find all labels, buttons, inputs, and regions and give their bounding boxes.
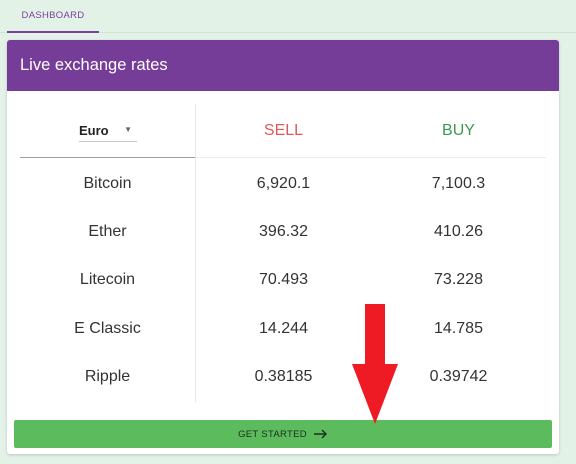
tab-dashboard[interactable]: DASHBOARD — [7, 0, 99, 33]
coin-name: Bitcoin — [83, 175, 132, 192]
buy-price: 410.26 — [434, 223, 483, 240]
coin-name: Ripple — [84, 368, 131, 385]
sell-price: 70.493 — [259, 271, 308, 288]
arrow-right-icon — [313, 429, 328, 439]
sell-price: 0.38185 — [254, 368, 313, 385]
get-started-button[interactable]: GET STARTED — [14, 420, 552, 448]
select-underline — [20, 157, 195, 158]
currency-select[interactable]: Euro ▼ — [79, 120, 137, 142]
column-header-buy: BUY — [442, 122, 475, 139]
column-divider — [195, 104, 196, 402]
top-nav-bar: DASHBOARD — [0, 0, 576, 33]
header-divider — [196, 157, 546, 158]
chevron-down-icon: ▼ — [124, 125, 132, 134]
column-header-sell: SELL — [263, 122, 304, 139]
coin-name: Ether — [88, 223, 127, 240]
red-down-arrow-icon — [352, 304, 398, 424]
get-started-label: GET STARTED — [238, 428, 307, 440]
rate-row: E Classic 14.244 14.785 — [7, 317, 559, 341]
rate-row: Ripple 0.38185 0.39742 — [7, 365, 559, 389]
coin-name: E Classic — [74, 320, 141, 337]
card-header: Live exchange rates — [7, 40, 559, 91]
exchange-rates-card: Live exchange rates Euro ▼ SELL BUY Bitc… — [7, 40, 559, 454]
sell-price: 6,920.1 — [256, 175, 311, 192]
sell-price: 14.244 — [259, 320, 308, 337]
rate-row: Litecoin 70.493 73.228 — [7, 268, 559, 292]
coin-name: Litecoin — [79, 271, 136, 288]
card-title: Live exchange rates — [20, 56, 168, 74]
buy-price: 73.228 — [434, 271, 483, 288]
buy-price: 14.785 — [434, 320, 483, 337]
sell-price: 396.32 — [259, 223, 308, 240]
buy-price: 7,100.3 — [431, 175, 486, 192]
rate-row: Ether 396.32 410.26 — [7, 220, 559, 244]
buy-price: 0.39742 — [429, 368, 488, 385]
rate-row: Bitcoin 6,920.1 7,100.3 — [7, 172, 559, 196]
currency-select-value: Euro — [79, 123, 109, 138]
